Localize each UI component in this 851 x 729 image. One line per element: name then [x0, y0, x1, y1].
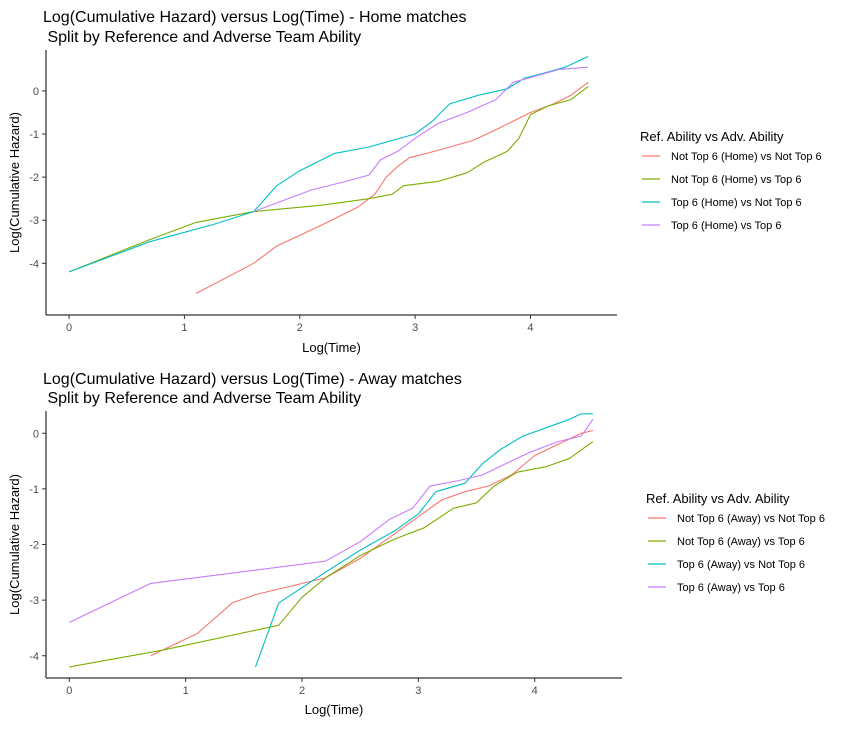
x-tick-label: 4	[532, 685, 538, 697]
y-tick-label: -1	[29, 129, 39, 141]
series-line-4	[69, 418, 594, 623]
chart-title-line2: Split by Reference and Adverse Team Abil…	[43, 29, 361, 46]
x-axis-label: Log(Time)	[302, 340, 361, 355]
x-tick-label: 2	[299, 685, 305, 697]
legend: Ref. Ability vs Adv. Ability Not Top 6 (A…	[646, 491, 825, 594]
legend-title: Ref. Ability vs Adv. Ability	[646, 491, 790, 506]
x-tick-label: 1	[183, 685, 189, 697]
legend-title: Ref. Ability vs Adv. Ability	[640, 129, 784, 144]
y-tick-label: -4	[29, 258, 39, 270]
x-tick-label: 4	[527, 322, 533, 334]
chart-title-line2: Split by Reference and Adverse Team Abil…	[43, 390, 361, 407]
chart-title-line1: Log(Cumulative Hazard) versus Log(Time) …	[43, 371, 462, 388]
y-tick-label: -2	[29, 172, 39, 184]
legend-label-4: Top 6 (Home) vs Top 6	[671, 220, 781, 232]
series-line-3	[68, 56, 589, 273]
x-axis-label: Log(Time)	[305, 702, 364, 717]
chart-home: Log(Cumulative Hazard) versus Log(Time) …	[7, 9, 822, 355]
y-tick-label: -1	[29, 484, 39, 496]
x-tick-label: 0	[66, 685, 72, 697]
x-tick-label: 3	[415, 685, 421, 697]
y-tick-label: 0	[33, 86, 39, 98]
x-tick-label: 2	[297, 322, 303, 334]
x-tick-label: 1	[181, 322, 187, 334]
series-line-3	[254, 413, 593, 668]
y-tick-label: -3	[29, 215, 39, 227]
y-axis-label: Log(Cumulative Hazard)	[7, 112, 22, 253]
series-line-1	[195, 81, 589, 294]
y-tick-label: -4	[29, 651, 39, 663]
y-tick-label: -2	[29, 540, 39, 552]
chart-title-line1: Log(Cumulative Hazard) versus Log(Time) …	[43, 9, 467, 26]
chart-away: Log(Cumulative Hazard) versus Log(Time) …	[7, 371, 825, 717]
series-line-2	[68, 86, 589, 273]
legend-label-3: Top 6 (Away) vs Not Top 6	[677, 559, 805, 571]
legend-label-2: Not Top 6 (Away) vs Top 6	[677, 536, 805, 548]
legend-label-1: Not Top 6 (Home) vs Not Top 6	[671, 151, 822, 163]
x-tick-label: 0	[66, 322, 72, 334]
y-tick-label: -3	[29, 595, 39, 607]
y-tick-label: 0	[33, 428, 39, 440]
legend-label-1: Not Top 6 (Away) vs Not Top 6	[677, 513, 825, 525]
legend-label-3: Top 6 (Home) vs Not Top 6	[671, 197, 802, 209]
legend-label-2: Not Top 6 (Home) vs Top 6	[671, 174, 801, 186]
x-tick-label: 3	[412, 322, 418, 334]
legend: Ref. Ability vs Adv. Ability Not Top 6 (H…	[640, 129, 822, 232]
series-line-4	[253, 66, 589, 213]
series-line-2	[69, 441, 594, 668]
legend-label-4: Top 6 (Away) vs Top 6	[677, 582, 785, 594]
y-axis-label: Log(Cumulative Hazard)	[7, 474, 22, 615]
series-line-1	[150, 429, 594, 657]
